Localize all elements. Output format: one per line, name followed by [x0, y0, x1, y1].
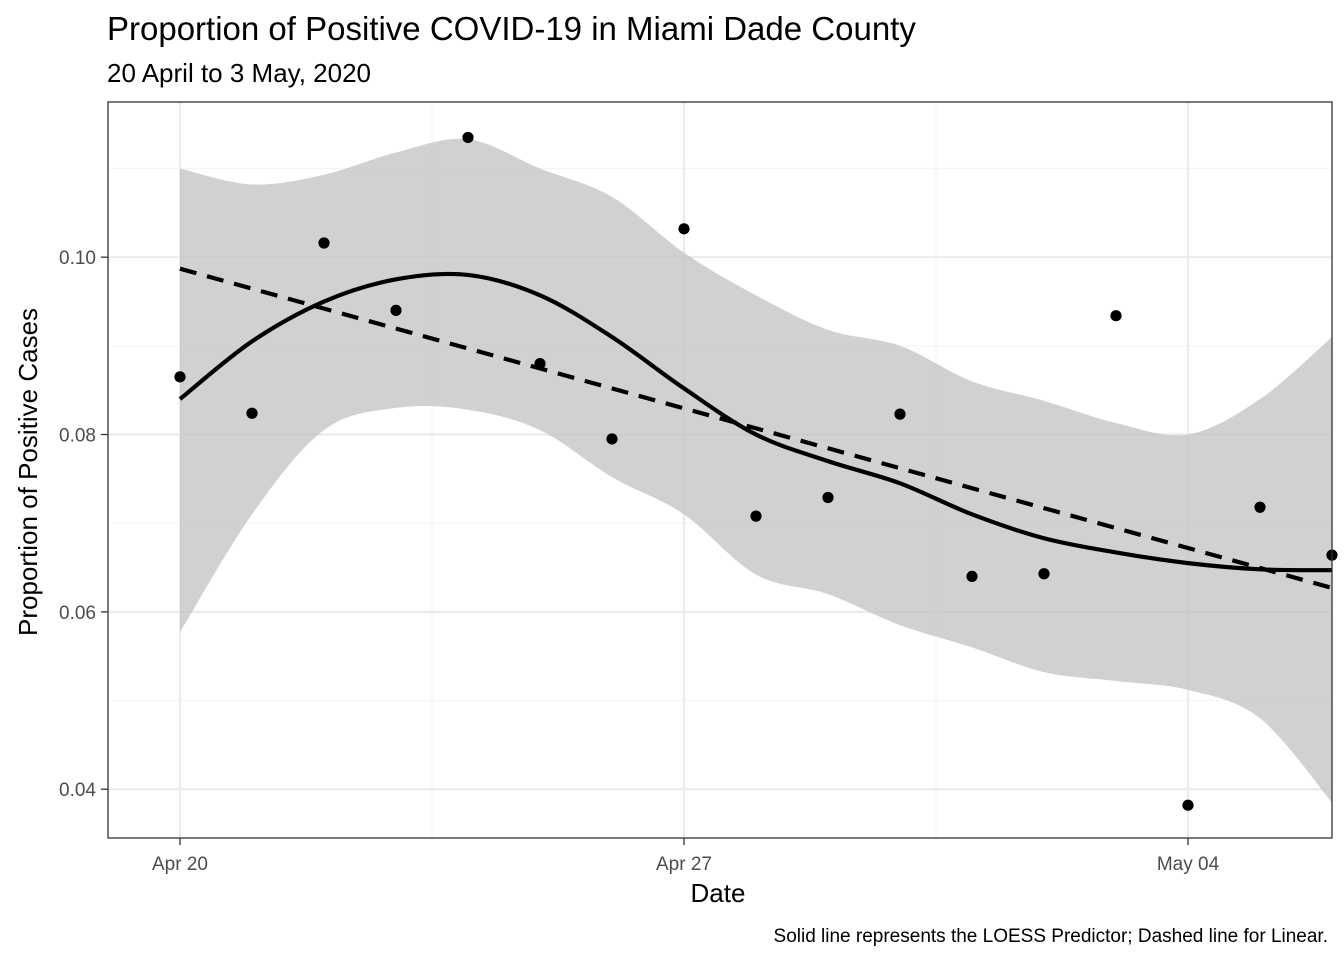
data-point [1182, 799, 1194, 811]
data-point [390, 304, 402, 316]
x-axis: Apr 20 Apr 27 May 04 [152, 838, 1220, 875]
data-point [606, 433, 618, 445]
y-axis: 0.04 0.06 0.08 0.10 [59, 248, 108, 801]
data-point [894, 408, 906, 420]
x-axis-title: Date [691, 878, 746, 908]
data-point [534, 357, 546, 370]
y-tick-label: 0.06 [59, 603, 96, 624]
data-point [822, 491, 834, 504]
chart-subtitle: 20 April to 3 May, 2020 [107, 58, 371, 88]
loess-confidence-band [180, 138, 1332, 803]
data-point [462, 131, 474, 144]
data-point [1254, 501, 1266, 513]
linear-fit-line [179, 266, 1333, 590]
chart-title: Proportion of Positive COVID-19 in Miami… [107, 10, 916, 47]
y-axis-title: Proportion of Positive Cases [13, 308, 43, 636]
y-tick-label: 0.08 [59, 426, 96, 447]
data-point [750, 510, 762, 522]
y-tick-label: 0.10 [59, 248, 96, 269]
data-point [678, 223, 690, 235]
data-point [966, 570, 978, 583]
data-point [1038, 568, 1050, 580]
data-point [246, 407, 258, 419]
x-tick-label: May 04 [1157, 854, 1220, 875]
fit-lines [178, 266, 1333, 590]
x-tick-label: Apr 20 [152, 854, 208, 875]
data-points [174, 131, 1338, 811]
data-point [318, 237, 330, 249]
data-point [174, 371, 186, 383]
data-point [1110, 310, 1122, 322]
loess-line [178, 271, 1333, 573]
confidence-band [180, 138, 1332, 803]
x-tick-label: Apr 27 [656, 854, 712, 875]
chart-caption: Solid line represents the LOESS Predicto… [774, 926, 1328, 947]
y-tick-label: 0.04 [59, 780, 96, 801]
panel-border [107, 101, 1333, 839]
